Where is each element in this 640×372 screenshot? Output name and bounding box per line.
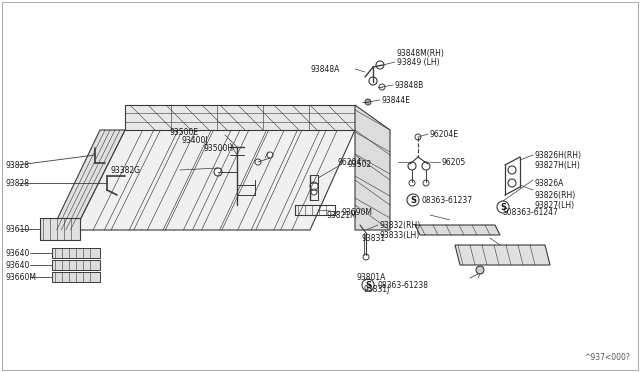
Polygon shape [355,105,390,230]
Text: 93826H(RH): 93826H(RH) [535,151,582,160]
Text: 93827(LH): 93827(LH) [535,201,575,209]
Text: 08363-61238: 08363-61238 [378,280,429,289]
Text: 08363-61237: 08363-61237 [422,196,473,205]
Circle shape [476,266,484,274]
Text: 93400J: 93400J [182,135,209,144]
Text: 96204: 96204 [338,157,362,167]
Polygon shape [75,130,355,230]
Text: 93500H: 93500H [204,144,234,153]
Circle shape [423,180,429,186]
Circle shape [310,182,318,190]
Circle shape [415,134,421,140]
Circle shape [369,77,377,85]
Polygon shape [40,218,80,240]
Text: 93640: 93640 [5,260,29,269]
Text: 93848M(RH): 93848M(RH) [397,48,445,58]
Circle shape [407,194,419,206]
Polygon shape [52,272,100,282]
Circle shape [363,254,369,260]
Text: 96204E: 96204E [430,129,459,138]
Text: 93382G: 93382G [110,166,140,174]
Text: 93690M: 93690M [342,208,373,217]
Text: ^937<000?: ^937<000? [584,353,630,362]
Text: 93640: 93640 [5,248,29,257]
Text: 93801A: 93801A [357,273,387,282]
Text: 93828: 93828 [5,160,29,170]
Text: 93827H(LH): 93827H(LH) [535,160,581,170]
Polygon shape [52,248,100,258]
Text: 93831J: 93831J [364,285,390,295]
Text: 93831: 93831 [362,234,386,243]
Circle shape [376,61,384,69]
Text: 93833(LH): 93833(LH) [380,231,420,240]
Text: S: S [500,202,506,212]
Polygon shape [52,130,125,230]
Circle shape [379,84,385,90]
Text: 93844E: 93844E [382,96,411,105]
Polygon shape [52,260,100,270]
Text: 93832(RH): 93832(RH) [380,221,421,230]
Circle shape [508,166,516,174]
Text: 93848B: 93848B [395,80,424,90]
Polygon shape [415,225,500,235]
Circle shape [409,180,415,186]
Text: 93660M: 93660M [5,273,36,282]
Polygon shape [455,245,550,265]
Polygon shape [125,105,355,130]
Circle shape [422,162,430,170]
Text: 93826A: 93826A [535,179,564,187]
Text: S: S [365,280,371,289]
Text: 93826(RH): 93826(RH) [535,190,576,199]
Circle shape [408,162,416,170]
Text: 93849 (LH): 93849 (LH) [397,58,440,67]
Text: 93500E: 93500E [170,128,199,137]
Text: 93610: 93610 [5,224,29,234]
Circle shape [497,201,509,213]
Circle shape [508,179,516,187]
Text: 93848A: 93848A [310,64,340,74]
Text: 93828: 93828 [5,179,29,187]
Circle shape [365,99,371,105]
Circle shape [362,279,374,291]
Text: 96205: 96205 [442,157,467,167]
Circle shape [267,152,273,158]
Text: S: S [410,196,416,205]
Circle shape [214,168,222,176]
Text: 93502: 93502 [348,160,372,169]
Circle shape [255,159,261,165]
Circle shape [311,189,317,195]
Text: S08363-61247: S08363-61247 [503,208,559,217]
Text: 93821M: 93821M [327,211,358,219]
